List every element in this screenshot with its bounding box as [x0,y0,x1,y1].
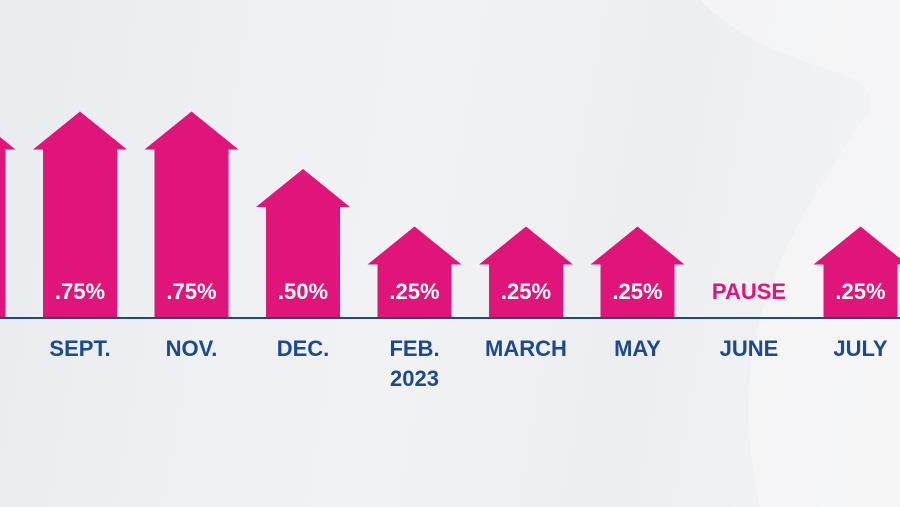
category-label: SEPT. [49,336,111,361]
arrow-bar [33,111,127,318]
value-label: .25% [835,279,886,304]
arrow-bar [256,169,350,318]
category-label: FEB. 2023 [389,336,440,391]
value-label: .25% [389,279,440,304]
category-label: MARCH [485,336,567,361]
arrow-bar [590,226,685,318]
arrow-bar [479,226,573,318]
arrow-bar [0,136,16,318]
value-label: .75% [54,279,106,304]
background-shape [700,0,900,507]
category-label: JULY [833,336,888,361]
arrow-bar [144,111,239,318]
value-label: .50% [277,279,329,304]
value-label: PAUSE [711,279,787,304]
category-label: MAY [614,336,661,361]
value-label: .25% [612,279,663,304]
category-label: NOV. [165,336,218,361]
arrow-bar [367,226,462,318]
value-label: .75% [166,279,217,304]
value-label: .25% [500,279,552,304]
category-label: JUNE [719,336,779,361]
arrow-bar [813,226,900,318]
category-label: DEC. [276,336,330,361]
